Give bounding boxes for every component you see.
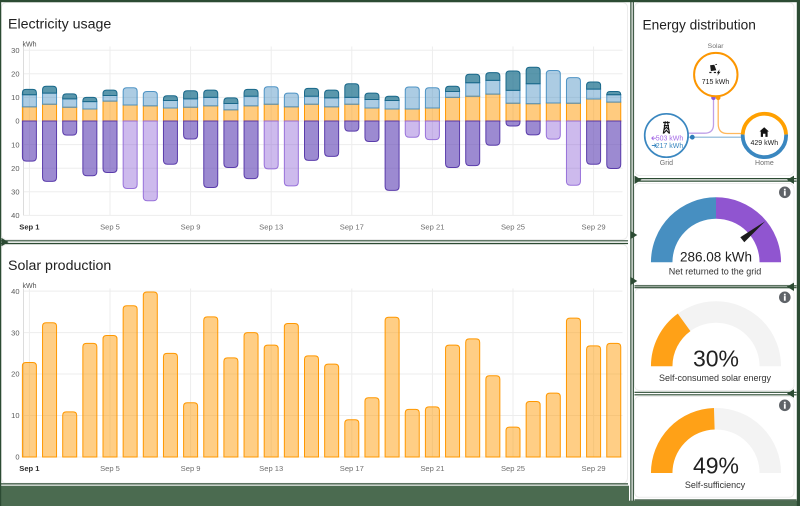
svg-text:20: 20 [11, 70, 19, 79]
svg-text:Solar: Solar [708, 43, 725, 50]
svg-text:715 kWh: 715 kWh [702, 79, 730, 86]
svg-text:30%: 30% [693, 346, 739, 372]
svg-text:Sep 9: Sep 9 [181, 223, 201, 232]
svg-text:kWh: kWh [23, 283, 37, 290]
svg-text:kWh: kWh [23, 42, 37, 49]
svg-text:Sep 17: Sep 17 [340, 464, 364, 473]
svg-text:Electricity usage: Electricity usage [8, 17, 111, 33]
svg-text:Sep 5: Sep 5 [100, 223, 120, 232]
svg-text:429 kWh: 429 kWh [750, 140, 778, 147]
svg-text:Sep 29: Sep 29 [582, 223, 606, 232]
svg-text:217 kWh: 217 kWh [656, 143, 684, 150]
svg-text:Net returned to the grid: Net returned to the grid [669, 266, 762, 276]
svg-text:Sep 17: Sep 17 [340, 223, 364, 232]
svg-text:10: 10 [11, 411, 19, 420]
svg-text:Grid: Grid [660, 160, 673, 167]
svg-text:Sep 21: Sep 21 [420, 464, 444, 473]
svg-text:Sep 13: Sep 13 [259, 464, 283, 473]
svg-text:20: 20 [11, 370, 19, 379]
svg-text:Sep 5: Sep 5 [100, 464, 120, 473]
svg-text:Sep 1: Sep 1 [19, 223, 40, 232]
svg-text:Self-sufficiency: Self-sufficiency [685, 480, 746, 490]
svg-text:10: 10 [11, 140, 19, 149]
svg-text:Sep 25: Sep 25 [501, 464, 525, 473]
svg-text:0: 0 [15, 117, 19, 126]
svg-text:Home: Home [755, 160, 774, 167]
svg-text:Sep 9: Sep 9 [181, 464, 201, 473]
svg-text:Energy distribution: Energy distribution [643, 18, 756, 33]
svg-text:30: 30 [11, 328, 19, 337]
svg-text:30: 30 [11, 188, 19, 197]
svg-text:Sep 29: Sep 29 [582, 464, 606, 473]
svg-text:286.08 kWh: 286.08 kWh [680, 250, 752, 265]
svg-text:Sep 21: Sep 21 [420, 223, 444, 232]
svg-text:Sep 13: Sep 13 [259, 223, 283, 232]
svg-text:49%: 49% [693, 453, 739, 479]
svg-text:Solar production: Solar production [8, 258, 111, 274]
svg-text:30: 30 [11, 46, 19, 55]
svg-text:40: 40 [11, 287, 19, 296]
svg-text:40: 40 [11, 211, 19, 220]
svg-text:Sep 1: Sep 1 [19, 464, 40, 473]
svg-text:0: 0 [15, 453, 19, 462]
svg-text:503 kWh: 503 kWh [656, 136, 684, 143]
svg-text:Sep 25: Sep 25 [501, 223, 525, 232]
svg-text:Self-consumed solar energy: Self-consumed solar energy [659, 373, 772, 383]
svg-text:20: 20 [11, 164, 19, 173]
svg-text:10: 10 [11, 93, 19, 102]
